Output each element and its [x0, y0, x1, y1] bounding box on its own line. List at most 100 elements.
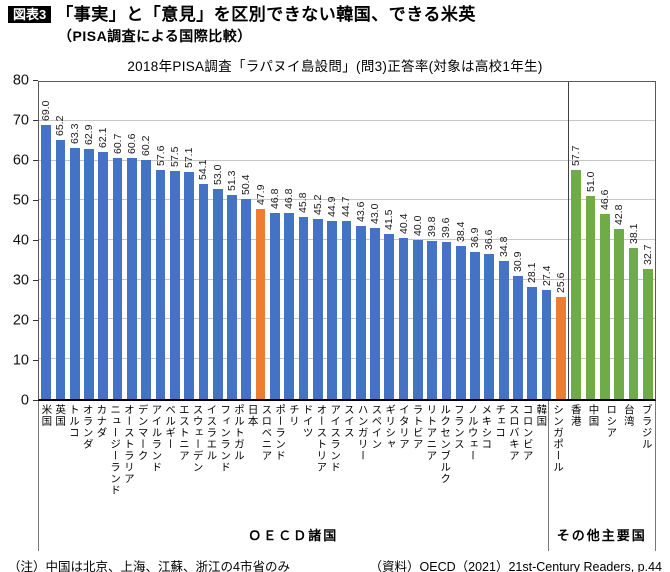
category-label: チェコ	[494, 403, 507, 439]
y-tick-label: 50	[12, 192, 29, 209]
category-slot: ラトビア	[410, 401, 424, 519]
category-label: エストニア	[177, 403, 190, 462]
bar-value-label: 45.2	[311, 195, 324, 216]
category-slot: ルクセンブルク	[438, 401, 452, 519]
bar-value-label: 40.0	[411, 215, 424, 237]
bar-slot: 44.7	[339, 82, 353, 399]
bar-slot: 39.6	[439, 82, 453, 399]
bar-slot: 45.8	[296, 82, 310, 399]
category-label: オランダ	[81, 403, 94, 450]
bar-value-label: 60.6	[125, 133, 138, 155]
bar-value-label: 47.9	[254, 184, 267, 205]
bar-value-label: 42.8	[613, 204, 626, 225]
bar-value-label: 65.2	[54, 115, 67, 137]
bar-slot: 60.6	[125, 82, 139, 399]
category-slot: ギリシャ	[383, 401, 397, 519]
bar-slot: 32.7	[641, 82, 655, 399]
bar	[84, 149, 94, 399]
bar-value-label: 39.8	[426, 216, 439, 237]
bar-value-label: 50.4	[240, 174, 253, 195]
bar-value-label: 43.0	[368, 203, 381, 225]
bar-slot: 47.9	[253, 82, 267, 399]
bar-slot: 50.4	[239, 82, 253, 399]
category-slot: オーストラリア	[122, 401, 136, 519]
bar	[212, 188, 223, 399]
bar	[69, 147, 80, 399]
category-label: ラトビア	[411, 403, 424, 450]
bar-value-label: 63.3	[68, 123, 81, 144]
category-slot: 英国	[53, 401, 67, 519]
bar-slot: 28.1	[525, 82, 539, 399]
y-tick	[33, 160, 38, 162]
bar-slot: 65.2	[53, 82, 67, 399]
bar	[427, 240, 438, 399]
plot-area: 69.0 65.2 63.3 62.9 62.1 60.7 60.6 60.2 57.6 57.5…	[38, 80, 656, 401]
figure-footer: （注）中国は北京、上海、江蘇、浙江の4市省のみ （資料）OECD（2021）21…	[0, 551, 670, 572]
y-axis: 0 10 20 30 40 50 60 70 80	[0, 73, 38, 407]
category-label: スロベニア	[260, 403, 273, 462]
bar	[527, 287, 538, 399]
category-slot: 米国	[39, 401, 53, 519]
bar-value-label: 30.9	[511, 251, 524, 273]
bar-slot: 62.1	[96, 82, 110, 399]
bar-slot: 38.4	[454, 82, 468, 399]
category-slot: スペイン	[369, 401, 383, 519]
category-label: 日本	[246, 403, 259, 427]
category-slot: トルコ	[67, 401, 81, 519]
category-label: ポルトガル	[232, 403, 245, 462]
y-tick-label: 70	[12, 112, 29, 129]
gridline	[39, 159, 655, 161]
bar-slot: 25.6	[554, 82, 568, 399]
category-label: ブラジル	[640, 403, 653, 450]
figure-title: 「事実」と「意見」を区別できない韓国、できる米英	[56, 5, 476, 24]
bar	[241, 198, 252, 399]
chart-main: 69.0 65.2 63.3 62.9 62.1 60.7 60.6 60.2 57.6 57.5…	[38, 80, 656, 551]
category-slot: チリ	[287, 401, 301, 519]
category-slot: ブラジル	[637, 401, 655, 519]
bar	[227, 195, 237, 399]
category-slot: リトアニア	[424, 401, 438, 519]
bar-slot: 53.0	[211, 82, 225, 399]
category-slot: オランダ	[80, 401, 94, 519]
bar-slot: 30.9	[511, 82, 525, 399]
category-slot: アイスランド	[328, 401, 342, 519]
bar	[341, 221, 352, 399]
category-label: ニュージーランド	[109, 403, 122, 496]
category-slot: ニュージーランド	[108, 401, 122, 519]
bar	[384, 234, 395, 399]
bar-slot: 63.3	[68, 82, 82, 399]
bar	[127, 158, 137, 399]
category-label: ハンガリー	[356, 403, 369, 462]
bar-value-label: 46.6	[598, 189, 611, 210]
category-label: スロバキア	[507, 403, 520, 462]
y-tick	[33, 280, 38, 282]
bar	[270, 213, 280, 399]
category-slot: メキシコ	[479, 401, 493, 519]
category-slot: スウェーデン	[190, 401, 204, 519]
category-label: ルクセンブルク	[439, 403, 452, 485]
bar-slot: 69.0	[39, 82, 53, 399]
category-label: イタリア	[397, 403, 410, 450]
category-label: メキシコ	[480, 403, 493, 450]
category-label: ギリシャ	[384, 403, 397, 450]
bar	[55, 140, 66, 399]
y-tick-label: 10	[12, 352, 29, 369]
category-slot: 台湾	[620, 401, 638, 519]
figure-header: 図表3 「事実」と「意見」を区別できない韓国、できる米英 （PISA調査による国…	[0, 0, 670, 46]
category-label: ベルギー	[164, 403, 177, 450]
category-slot: 中国	[584, 401, 602, 519]
category-slot: カナダ	[94, 401, 108, 519]
category-label: ポーランド	[274, 403, 287, 462]
bar	[498, 260, 509, 399]
category-label: デンマーク	[136, 403, 149, 462]
category-label: カナダ	[95, 403, 108, 439]
category-label: オーストラリア	[122, 403, 135, 485]
category-label: オーストリア	[315, 403, 328, 473]
bar	[398, 238, 409, 399]
bar-slot: 45.2	[311, 82, 325, 399]
category-label-row: シンガポール 香港 中国 ロシア 台湾 ブラジル	[549, 401, 655, 519]
category-slot: 韓国	[534, 401, 548, 519]
bar	[327, 220, 337, 399]
bar-slot: 36.6	[482, 82, 496, 399]
category-label: ノルウェー	[466, 403, 479, 462]
